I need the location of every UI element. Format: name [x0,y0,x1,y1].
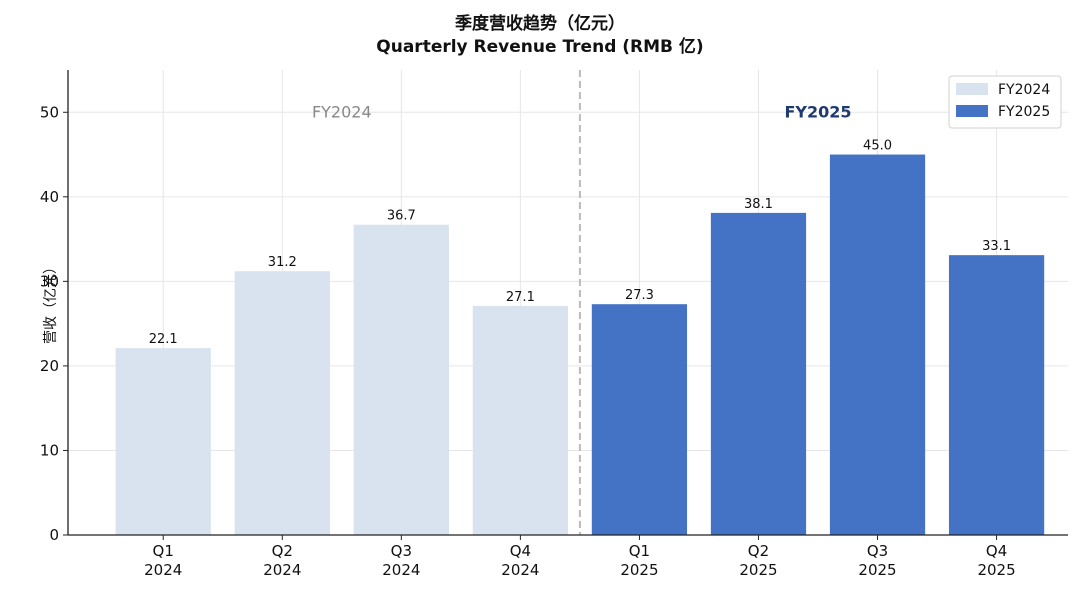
x-tick-label-year: 2024 [501,561,539,579]
y-tick-label: 30 [40,272,59,290]
legend-swatch [956,83,988,95]
bar [591,304,688,535]
bar [948,255,1045,535]
fiscal-year-annotation: FY2025 [784,102,851,121]
bar [710,212,807,535]
bar [353,224,449,535]
bar-value-label: 33.1 [982,239,1011,254]
bar-value-label: 27.3 [625,288,654,303]
legend-label: FY2025 [998,104,1050,120]
x-tick-label-quarter: Q4 [986,542,1007,560]
bar [829,154,926,535]
y-tick-label: 40 [40,188,59,206]
bar-value-label: 36.7 [387,209,416,224]
x-tick-label-year: 2025 [620,561,658,579]
bar-value-label: 38.1 [744,197,773,212]
x-tick-label-year: 2025 [858,561,896,579]
y-tick-label: 50 [40,103,59,121]
bar-value-label: 22.1 [149,332,178,347]
x-tick-label-quarter: Q1 [153,542,174,560]
x-tick-label-quarter: Q2 [272,542,293,560]
x-tick-label-year: 2024 [382,561,420,579]
chart-title: Quarterly Revenue Trend (RMB 亿) [376,37,704,57]
bar [115,348,211,535]
bar [234,271,330,535]
y-tick-label: 10 [40,441,59,459]
y-tick-label: 0 [49,526,59,544]
legend-label: FY2024 [998,82,1050,98]
bar-value-label: 27.1 [506,290,535,305]
bar [472,305,568,535]
x-tick-label-quarter: Q3 [867,542,888,560]
x-tick-label-year: 2025 [739,561,777,579]
fiscal-year-annotation: FY2024 [312,102,372,121]
x-tick-label-year: 2024 [144,561,182,579]
bar-value-label: 31.2 [268,255,297,270]
x-tick-label-quarter: Q1 [629,542,650,560]
x-tick-label-quarter: Q3 [391,542,412,560]
legend-swatch [956,105,988,117]
bar-value-label: 45.0 [863,139,892,154]
y-tick-label: 20 [40,357,59,375]
x-tick-label-year: 2025 [977,561,1015,579]
x-tick-label-quarter: Q2 [748,542,769,560]
chart-title-cn: 季度营收趋势（亿元） [455,14,625,34]
x-tick-label-year: 2024 [263,561,301,579]
x-tick-label-quarter: Q4 [510,542,531,560]
